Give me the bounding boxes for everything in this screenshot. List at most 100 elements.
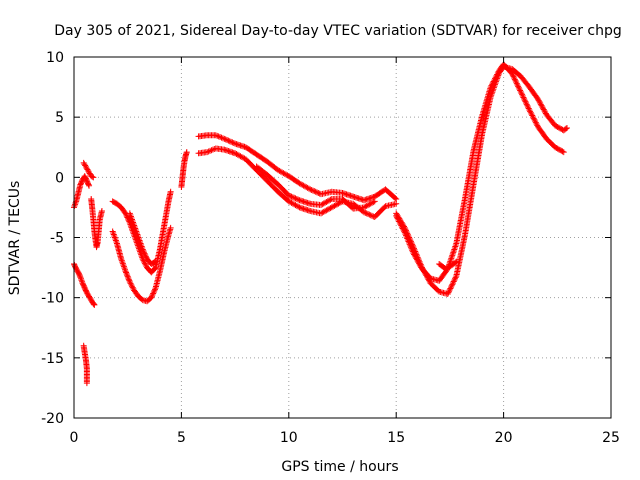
data-point xyxy=(492,75,499,82)
data-point xyxy=(406,241,413,248)
data-point xyxy=(208,147,215,154)
data-point xyxy=(452,275,459,282)
data-point xyxy=(230,140,237,147)
y-tick-label: -15 xyxy=(41,351,64,367)
data-point xyxy=(560,149,567,156)
data-point xyxy=(411,252,418,259)
grid xyxy=(74,57,611,418)
data-point xyxy=(444,291,451,298)
data-point xyxy=(396,219,403,226)
data-point xyxy=(215,133,222,140)
data-point xyxy=(394,215,401,222)
data-point xyxy=(128,281,135,288)
data-point xyxy=(141,258,148,265)
data-point xyxy=(285,192,292,199)
data-point xyxy=(313,189,320,196)
data-point xyxy=(445,289,452,296)
data-point xyxy=(309,187,316,194)
data-point xyxy=(453,258,460,265)
data-point xyxy=(509,70,516,77)
data-point xyxy=(221,135,228,142)
x-tick-label: 20 xyxy=(495,430,513,446)
data-point xyxy=(540,106,547,113)
data-point xyxy=(129,284,136,291)
data-point xyxy=(402,231,409,238)
data-point xyxy=(452,259,459,266)
data-point xyxy=(518,90,525,97)
data-point xyxy=(449,252,456,259)
data-point xyxy=(533,120,540,127)
data-point xyxy=(76,273,83,280)
data-point xyxy=(445,264,452,271)
data-point xyxy=(442,265,449,272)
data-point xyxy=(409,247,416,254)
data-point xyxy=(214,132,221,139)
data-point xyxy=(289,194,296,201)
data-point xyxy=(407,242,414,249)
data-point xyxy=(528,111,535,118)
data-point xyxy=(450,279,457,286)
data-point xyxy=(524,102,531,109)
data-point xyxy=(517,88,524,95)
data-point xyxy=(489,81,496,88)
data-point xyxy=(121,209,128,216)
data-point xyxy=(228,138,235,145)
data-point xyxy=(365,211,372,218)
data-point xyxy=(288,193,295,200)
data-point xyxy=(393,200,400,207)
data-point xyxy=(125,274,132,281)
data-point xyxy=(511,76,518,83)
data-point xyxy=(393,214,400,221)
data-point xyxy=(413,255,420,262)
data-point xyxy=(86,182,93,189)
data-point xyxy=(520,94,527,101)
data-point xyxy=(489,79,496,86)
data-point xyxy=(521,97,528,104)
data-point xyxy=(219,135,226,142)
data-point xyxy=(519,93,526,100)
y-tick-label: -5 xyxy=(50,231,64,247)
data-point xyxy=(127,280,134,287)
data-point xyxy=(447,285,454,292)
data-point xyxy=(452,243,459,250)
data-point xyxy=(532,119,539,126)
y-tick-label: -20 xyxy=(41,411,64,427)
data-point xyxy=(398,224,405,231)
data-point xyxy=(512,77,519,84)
data-point xyxy=(151,287,158,294)
data-point xyxy=(396,218,403,225)
data-point xyxy=(204,149,211,156)
data-point xyxy=(401,228,408,235)
data-point xyxy=(315,189,322,196)
data-point xyxy=(403,232,410,239)
data-point xyxy=(490,78,497,85)
data-point xyxy=(527,108,534,115)
data-point xyxy=(123,270,130,277)
axis-ticks xyxy=(73,56,612,419)
data-point xyxy=(85,181,92,188)
data-point xyxy=(124,272,131,279)
data-point xyxy=(526,106,533,113)
data-point xyxy=(542,109,549,116)
x-tick-label: 10 xyxy=(280,430,298,446)
data-point xyxy=(447,256,454,263)
data-point xyxy=(183,149,190,156)
data-point xyxy=(222,136,229,143)
data-point xyxy=(535,97,542,104)
data-point xyxy=(90,174,97,181)
data-point xyxy=(487,84,494,91)
data-point xyxy=(529,112,536,119)
data-point xyxy=(516,86,523,93)
data-point xyxy=(404,236,411,243)
x-axis-label: GPS time / hours xyxy=(281,459,398,475)
data-point xyxy=(534,96,541,103)
data-point xyxy=(150,290,157,297)
data-point xyxy=(413,256,420,263)
data-point xyxy=(406,239,413,246)
data-point xyxy=(491,77,498,84)
data-point xyxy=(307,186,314,193)
data-point xyxy=(167,188,174,195)
y-tick-label: -10 xyxy=(41,291,64,307)
data-point xyxy=(395,217,402,224)
